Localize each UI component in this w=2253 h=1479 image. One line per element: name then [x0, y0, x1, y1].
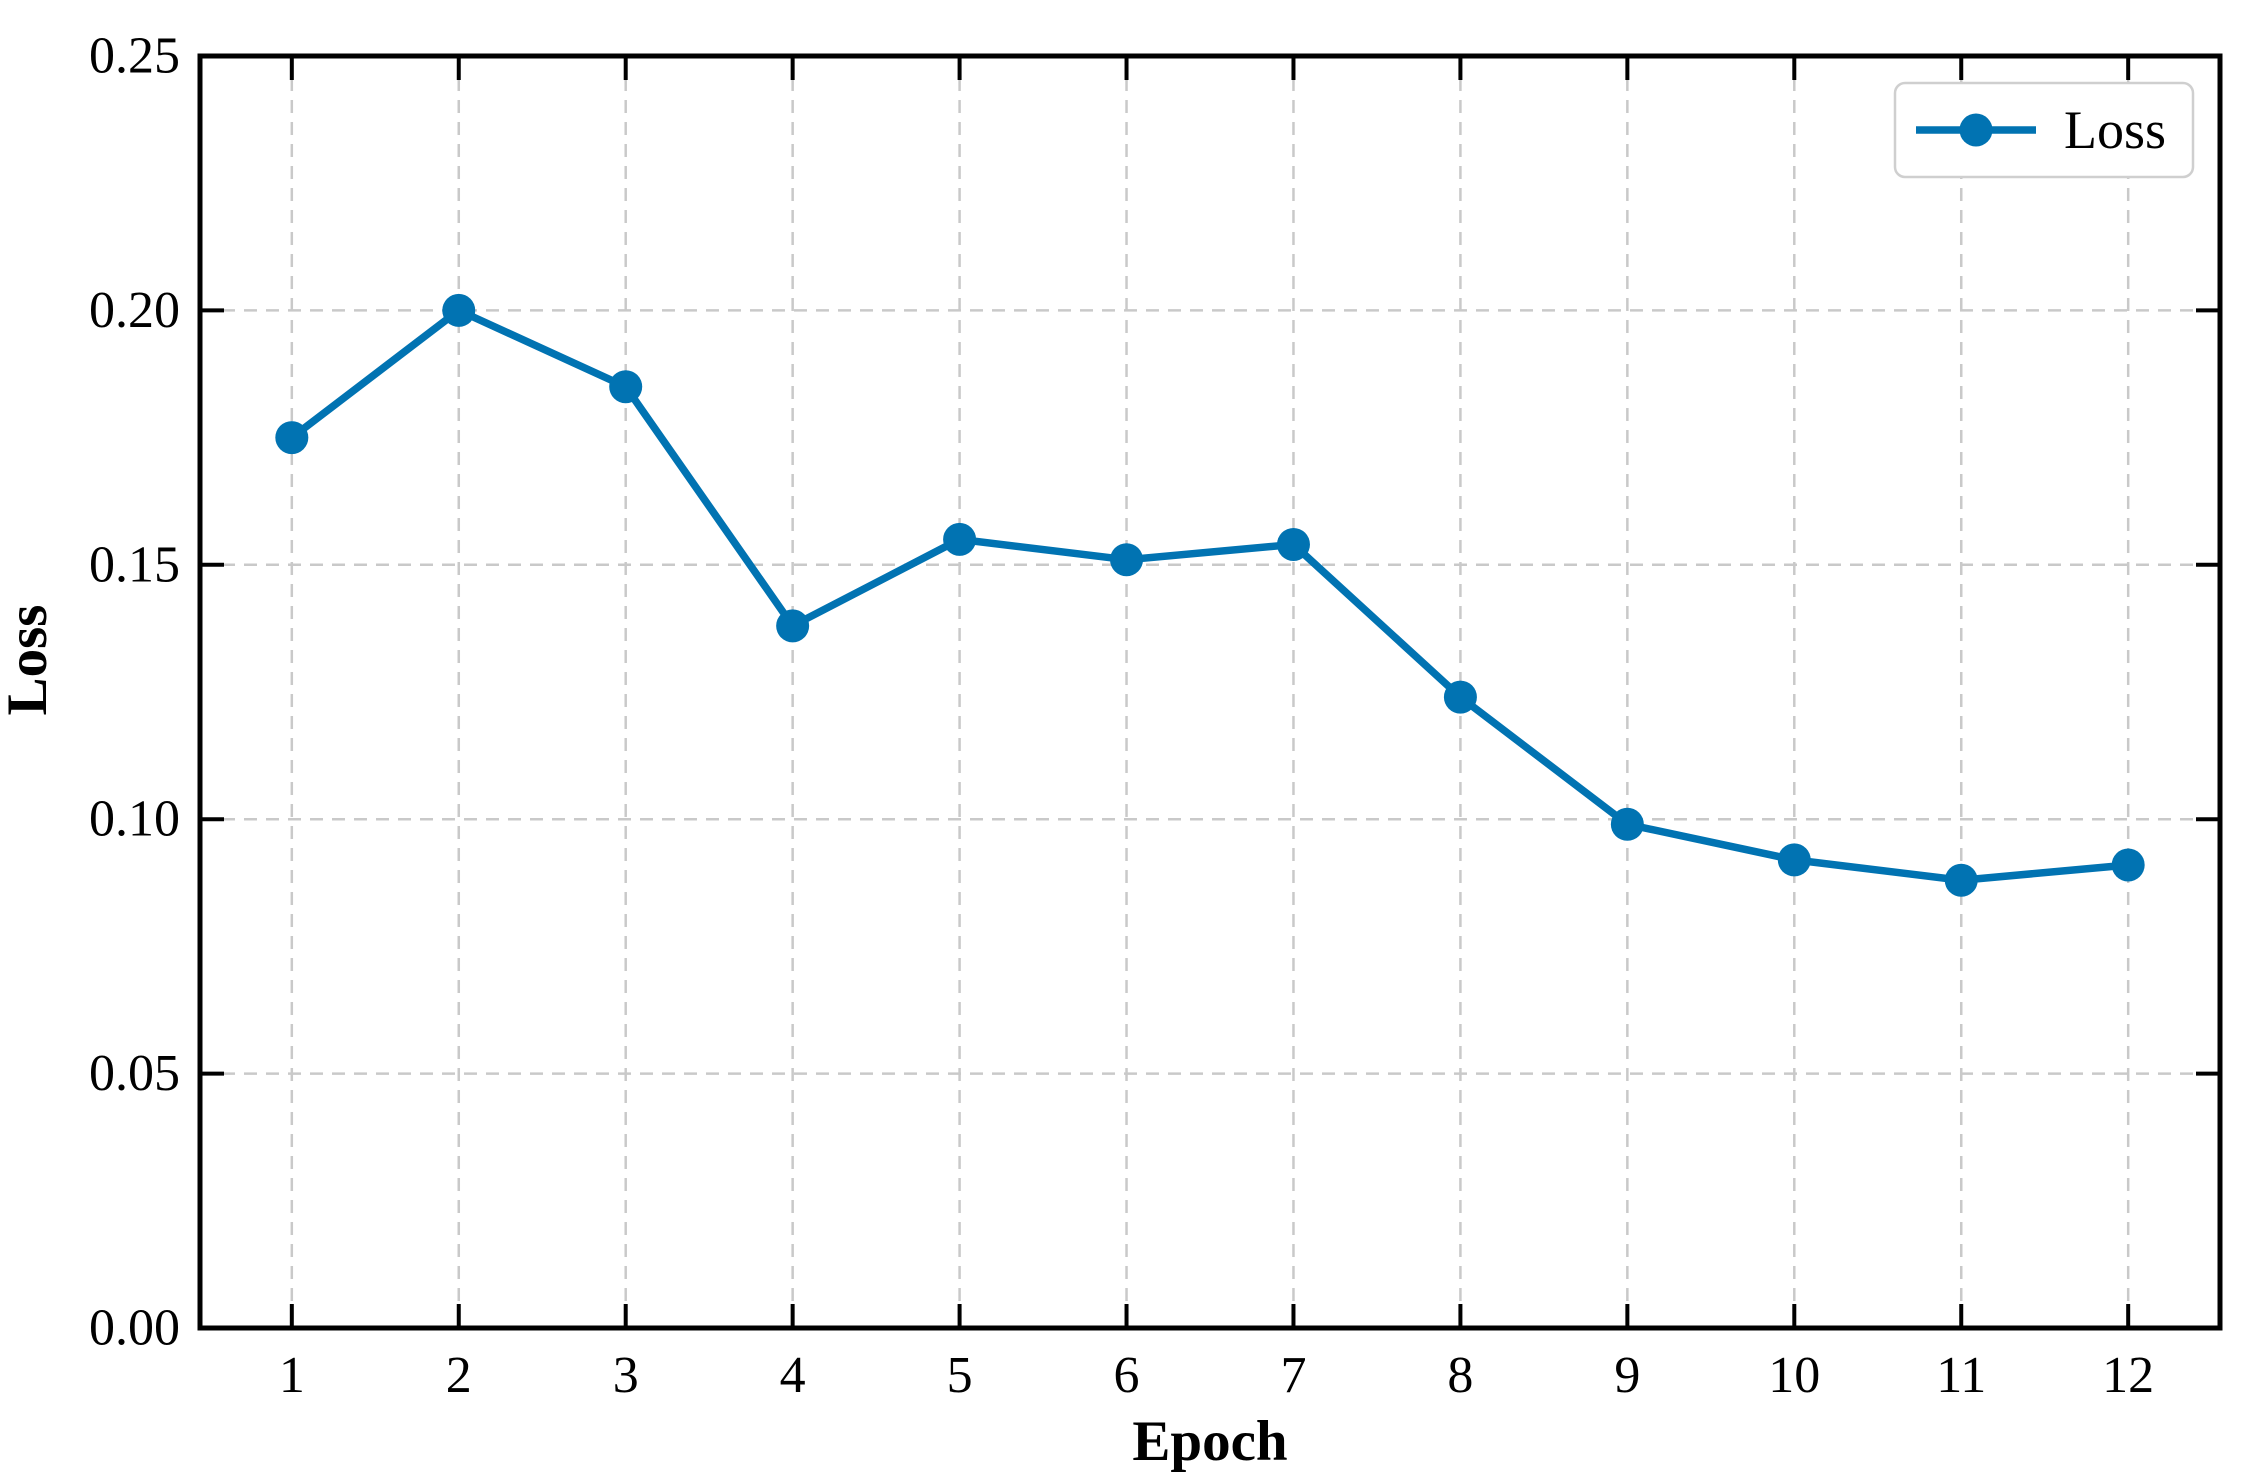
y-tick-label: 0.00: [89, 1300, 180, 1357]
data-point-marker: [943, 522, 977, 556]
data-point-marker: [275, 421, 309, 455]
x-axis-label: Epoch: [1132, 1410, 1287, 1473]
x-tick-label: 3: [613, 1347, 639, 1404]
y-tick-label: 0.25: [89, 28, 180, 85]
x-tick-label: 5: [947, 1347, 973, 1404]
x-tick-label: 4: [780, 1347, 806, 1404]
y-tick-label: 0.10: [89, 791, 180, 848]
data-point-marker: [1443, 680, 1477, 714]
data-point-marker: [609, 370, 643, 404]
data-point-marker: [2111, 848, 2145, 882]
loss-series-line: [288, 306, 2132, 885]
x-tick-label: 9: [1614, 1347, 1640, 1404]
legend-marker-icon: [1959, 113, 1993, 147]
legend-box: [1893, 81, 2195, 179]
y-axis-label: Loss: [0, 605, 59, 716]
x-tick-label: 1: [279, 1347, 305, 1404]
y-tick-label: 0.20: [89, 282, 180, 339]
data-point-marker: [1276, 527, 1310, 561]
legend-label: Loss: [2064, 100, 2166, 160]
x-tick-label: 10: [1768, 1347, 1820, 1404]
x-tick-label: 6: [1114, 1347, 1140, 1404]
plot-frame: [197, 53, 2223, 1331]
x-tick-label: 2: [446, 1347, 472, 1404]
data-point-marker: [1110, 543, 1144, 577]
data-point-marker: [1777, 843, 1811, 877]
x-tick-label: 8: [1447, 1347, 1473, 1404]
data-point-marker: [442, 293, 476, 327]
x-tick-label: 12: [2102, 1347, 2154, 1404]
y-tick-label: 0.15: [89, 536, 180, 593]
y-tick-label: 0.05: [89, 1045, 180, 1102]
data-point-marker: [776, 609, 810, 643]
x-tick-label: 11: [1936, 1347, 1986, 1404]
data-point-marker: [1944, 863, 1978, 897]
data-point-marker: [1610, 807, 1644, 841]
x-tick-label: 7: [1280, 1347, 1306, 1404]
